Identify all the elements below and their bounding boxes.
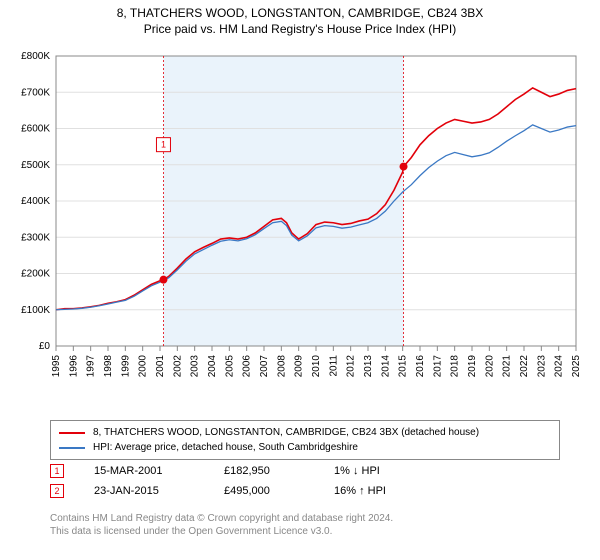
chart-title-block: 8, THATCHERS WOOD, LONGSTANTON, CAMBRIDG… (0, 0, 600, 36)
legend-label: 8, THATCHERS WOOD, LONGSTANTON, CAMBRIDG… (93, 425, 479, 440)
legend-label: HPI: Average price, detached house, Sout… (93, 440, 358, 455)
footer-line2: This data is licensed under the Open Gov… (50, 525, 393, 538)
transaction-row: 1 15-MAR-2001 £182,950 1% ↓ HPI (50, 464, 560, 478)
x-tick-label: 1996 (68, 355, 79, 378)
footer-line1: Contains HM Land Registry data © Crown c… (50, 512, 393, 525)
transaction-vs-hpi: 1% ↓ HPI (334, 465, 424, 477)
x-tick-label: 2003 (190, 355, 201, 378)
x-tick-label: 1995 (51, 355, 62, 378)
y-tick-label: £200K (21, 269, 50, 280)
title-line1: 8, THATCHERS WOOD, LONGSTANTON, CAMBRIDG… (0, 6, 600, 20)
y-tick-label: £500K (21, 160, 50, 171)
legend-swatch (59, 447, 85, 449)
x-tick-label: 2018 (450, 355, 461, 378)
x-tick-label: 2019 (467, 355, 478, 378)
y-tick-label: £100K (21, 305, 50, 316)
title-line2: Price paid vs. HM Land Registry's House … (0, 22, 600, 36)
x-tick-label: 2016 (415, 355, 426, 378)
transaction-date: 15-MAR-2001 (94, 465, 194, 477)
y-tick-label: £0 (39, 341, 51, 352)
x-tick-label: 2007 (259, 355, 270, 378)
x-tick-label: 2020 (484, 355, 495, 378)
transaction-price: £495,000 (224, 485, 304, 497)
x-tick-label: 2023 (536, 355, 547, 378)
x-tick-label: 1999 (120, 355, 131, 378)
x-tick-label: 1998 (103, 355, 114, 378)
x-tick-label: 2015 (398, 355, 409, 378)
x-tick-label: 2000 (138, 355, 149, 378)
legend-swatch (59, 432, 85, 434)
x-tick-label: 2022 (519, 355, 530, 378)
transaction-date: 23-JAN-2015 (94, 485, 194, 497)
legend-row: 8, THATCHERS WOOD, LONGSTANTON, CAMBRIDG… (59, 425, 551, 440)
x-tick-label: 2014 (380, 355, 391, 378)
x-tick-label: 2011 (328, 355, 339, 377)
y-tick-label: £400K (21, 196, 50, 207)
transaction-badge: 2 (50, 484, 64, 498)
marker-transactions: 1 15-MAR-2001 £182,950 1% ↓ HPI 2 23-JAN-2015… (50, 464, 560, 504)
x-tick-label: 2013 (363, 355, 374, 378)
transaction-price: £182,950 (224, 465, 304, 477)
x-tick-label: 2005 (224, 355, 235, 378)
x-tick-label: 2008 (276, 355, 287, 378)
x-tick-label: 2001 (155, 355, 166, 378)
y-tick-label: £300K (21, 232, 50, 243)
y-tick-label: £700K (21, 87, 50, 98)
chart-area: £0 £100K £200K £300K £400K £500K £600K £700K £80… (10, 48, 590, 388)
x-tick-label: 2010 (311, 355, 322, 378)
x-tick-label: 2006 (242, 355, 253, 378)
legend-box: 8, THATCHERS WOOD, LONGSTANTON, CAMBRIDG… (50, 420, 560, 460)
x-tick-label: 2004 (207, 355, 218, 378)
transaction-vs-hpi: 16% ↑ HPI (334, 485, 424, 497)
footer-attribution: Contains HM Land Registry data © Crown c… (50, 512, 393, 538)
transaction-badge: 1 (50, 464, 64, 478)
x-tick-label: 2025 (571, 355, 582, 378)
x-tick-label: 2024 (554, 355, 565, 378)
line-chart-svg: £0 £100K £200K £300K £400K £500K £600K £700K £80… (10, 48, 590, 388)
legend-row: HPI: Average price, detached house, Sout… (59, 440, 551, 455)
x-tick-label: 2017 (432, 355, 443, 378)
x-tick-label: 1997 (86, 355, 97, 378)
x-tick-label: 2012 (346, 355, 357, 378)
marker-dot (400, 163, 408, 171)
x-tick-label: 2002 (172, 355, 183, 378)
marker-dot (159, 276, 167, 284)
y-tick-label: £800K (21, 51, 50, 62)
transaction-row: 2 23-JAN-2015 £495,000 16% ↑ HPI (50, 484, 560, 498)
y-tick-label: £600K (21, 124, 50, 135)
x-tick-label: 2009 (294, 355, 305, 378)
marker-badge-label: 1 (161, 140, 166, 150)
x-tick-label: 2021 (502, 355, 513, 378)
